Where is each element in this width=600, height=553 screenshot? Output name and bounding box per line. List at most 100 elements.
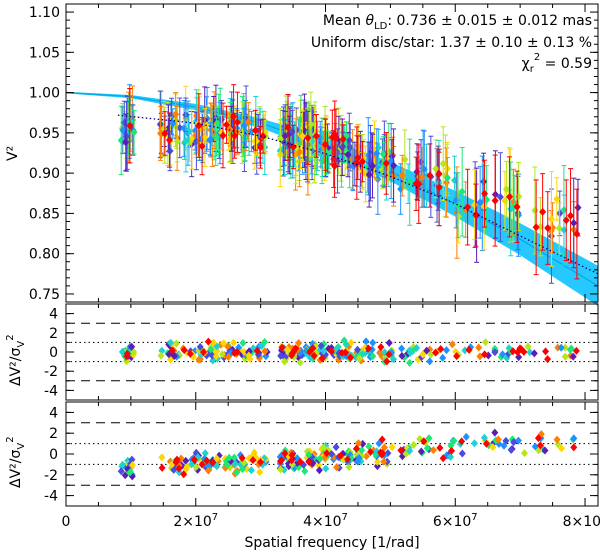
data-point (513, 202, 521, 211)
residual-point (398, 344, 406, 353)
data-point (390, 161, 398, 170)
data-point (573, 230, 581, 239)
residual-point (499, 350, 507, 359)
residual-point (423, 444, 431, 453)
residual-point (233, 468, 241, 477)
residual-point (461, 346, 469, 355)
residual-point (345, 463, 353, 472)
residual-point (180, 470, 188, 479)
x-tick-label: 8×107 (563, 512, 600, 530)
residual-point (342, 340, 350, 349)
data-point (161, 129, 169, 138)
residual-point (530, 349, 538, 358)
residual-point (123, 349, 131, 358)
plot-area-mid (66, 322, 598, 382)
residual-point (534, 434, 542, 443)
data-point (506, 192, 514, 201)
data-point (344, 150, 352, 159)
residual-point (572, 346, 580, 355)
residual-point (557, 343, 565, 352)
residual-point (323, 449, 331, 458)
residual-point (500, 441, 508, 450)
residual-point (366, 448, 374, 457)
data-point (471, 200, 479, 209)
residual-point (358, 446, 366, 455)
data-point (549, 223, 557, 232)
residual-point (465, 345, 473, 354)
residual-point (521, 449, 529, 458)
data-point (454, 201, 462, 210)
residual-point (233, 348, 241, 357)
residual-point (491, 428, 499, 437)
residual-point (320, 346, 328, 355)
residual-point (458, 437, 466, 446)
residual-point (117, 467, 125, 476)
residual-point (239, 338, 247, 347)
residual-point (203, 456, 211, 465)
residual-point (157, 351, 165, 360)
data-point (298, 132, 306, 141)
data-point (212, 132, 220, 141)
data-point (420, 165, 428, 174)
data-point (276, 135, 284, 144)
residual-point (437, 344, 445, 353)
residual-point (315, 466, 323, 475)
residual-point (354, 457, 362, 466)
residual-point (128, 455, 136, 464)
y-axis-label-residual: ΔV²/σV2 (5, 334, 27, 386)
residual-point (517, 345, 525, 354)
data-point (122, 132, 130, 141)
residual-point (258, 341, 266, 350)
residual-point (218, 350, 226, 359)
data-point (472, 211, 480, 220)
residual-point (247, 466, 255, 475)
single-star-curve (117, 114, 599, 275)
panel-frame-visibility (65, 3, 599, 303)
residual-point (316, 454, 324, 463)
residual-point (406, 446, 414, 455)
data-point (219, 131, 227, 140)
residual-point (180, 346, 188, 355)
data-point (332, 133, 340, 142)
data-point (173, 137, 181, 146)
x-tick-label: 0 (62, 514, 71, 530)
residual-point (544, 355, 552, 364)
residual-point (224, 352, 232, 361)
residual-point (378, 435, 386, 444)
residual-point (453, 352, 461, 361)
residual-point (398, 351, 406, 360)
data-point (439, 159, 447, 168)
data-point (304, 133, 312, 142)
residual-point (369, 352, 377, 361)
residual-point (192, 463, 200, 472)
residual-point (475, 343, 483, 352)
data-point (496, 193, 504, 202)
residual-point (429, 446, 437, 455)
data-point (353, 159, 361, 168)
y-tick-label: 0 (49, 447, 58, 463)
residual-point (186, 349, 194, 358)
residual-point (447, 452, 455, 461)
residual-point (439, 353, 447, 362)
residual-point (380, 457, 388, 466)
residual-point (129, 461, 137, 470)
residual-point (315, 461, 323, 470)
data-point (130, 128, 138, 137)
data-point (562, 216, 570, 225)
residual-point (301, 467, 309, 476)
x-tick-label: 6×107 (433, 512, 478, 530)
data-point (374, 175, 382, 184)
data-point (307, 120, 315, 129)
y-tick-label: -4 (44, 383, 58, 399)
residual-point (201, 449, 209, 458)
residual-point (249, 456, 257, 465)
data-point (432, 164, 440, 173)
residual-point (310, 351, 318, 360)
residual-point (344, 455, 352, 464)
residual-point (462, 432, 470, 441)
residual-point (327, 347, 335, 356)
data-point (252, 137, 260, 146)
data-point (365, 170, 373, 179)
residual-point (432, 348, 440, 357)
residual-point (281, 449, 289, 458)
